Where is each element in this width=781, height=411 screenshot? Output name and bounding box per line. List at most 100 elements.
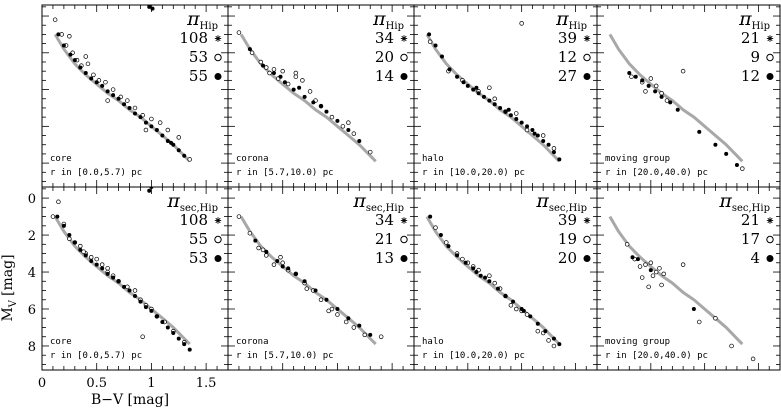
open-star-point xyxy=(653,83,659,89)
open-star-point xyxy=(519,21,524,26)
open-star-point xyxy=(487,273,492,278)
open-star-point xyxy=(653,269,659,275)
open-star-point xyxy=(329,114,335,120)
filled-star-point xyxy=(261,63,266,68)
filled-star-point xyxy=(478,273,483,278)
y-tick-label: 2 xyxy=(28,229,36,244)
open-star-point xyxy=(367,149,373,155)
y-tick-label: 4 xyxy=(28,266,36,281)
legend-filled-circle-icon xyxy=(214,73,222,80)
legend-count-star: 39 xyxy=(558,29,577,47)
filled-star-point xyxy=(713,142,718,147)
legend-count-open: 20 xyxy=(375,48,394,66)
legend-filled-circle-icon xyxy=(583,73,591,80)
panel-frame xyxy=(596,186,781,371)
filled-star-point xyxy=(357,139,362,144)
filled-star-point xyxy=(635,257,640,262)
filled-star-point xyxy=(311,100,316,105)
region-name: moving group xyxy=(605,337,670,347)
filled-star-point xyxy=(530,128,535,133)
legend-star-stroke xyxy=(401,217,407,224)
open-star-point xyxy=(659,282,664,288)
legend-count-open: 19 xyxy=(558,230,577,248)
y-axis-title-sub: V xyxy=(8,299,19,308)
open-star-point xyxy=(524,127,530,133)
filled-star-point xyxy=(476,91,481,96)
legend-pi-subscript: sec,Hip xyxy=(549,203,587,214)
filled-star-point xyxy=(149,124,154,129)
open-star-point xyxy=(326,308,331,314)
legend-parallax-label: πsec,Hip xyxy=(535,190,587,214)
open-star-point xyxy=(551,343,557,349)
legend-open-circle-icon xyxy=(400,53,408,62)
filled-star-point xyxy=(653,89,658,94)
open-star-point xyxy=(280,260,285,266)
filled-star-point xyxy=(127,105,132,110)
open-star-point xyxy=(258,59,264,65)
open-star-point xyxy=(149,116,154,122)
legend-parallax-label: πsec,Hip xyxy=(718,190,770,214)
legend-count-open: 9 xyxy=(750,48,760,66)
legend-filled-circle-icon xyxy=(766,73,774,80)
legend-count-star: 34 xyxy=(375,29,394,47)
open-star-point xyxy=(535,328,541,334)
legend-open-circle-icon xyxy=(214,235,222,244)
open-star-point xyxy=(300,78,305,83)
filled-star-point xyxy=(455,253,460,258)
filled-star-point xyxy=(438,233,443,238)
legend-count-star: 34 xyxy=(375,211,394,229)
filled-star-point xyxy=(122,102,127,107)
filled-star-point xyxy=(105,271,110,276)
open-star-point xyxy=(351,131,357,136)
filled-star-point xyxy=(474,85,479,90)
filled-star-point xyxy=(100,266,105,271)
filled-star-point xyxy=(138,115,143,120)
open-star-point xyxy=(260,247,266,253)
filled-star-point xyxy=(346,316,351,321)
filled-star-point xyxy=(481,94,486,99)
filled-star-point xyxy=(455,74,460,79)
x-axis-title: B−V [mag] xyxy=(91,392,169,408)
open-star-point xyxy=(664,98,670,103)
open-star-point xyxy=(329,306,335,312)
legend-star-stroke xyxy=(584,35,590,42)
filled-star-point xyxy=(551,150,556,155)
open-star-point xyxy=(650,273,656,278)
legend-open-circle-icon xyxy=(583,53,591,62)
filled-star-point xyxy=(427,32,432,37)
open-star-point xyxy=(508,303,514,308)
reference-sequence-curve xyxy=(239,215,377,346)
open-star-point xyxy=(740,166,745,171)
filled-star-point xyxy=(557,157,562,162)
reference-sequence-curve xyxy=(608,33,744,163)
open-star-point xyxy=(91,72,96,78)
open-star-point xyxy=(256,245,261,251)
filled-star-point xyxy=(633,74,638,79)
open-star-point xyxy=(236,214,242,219)
legend-parallax-label: πsec,Hip xyxy=(352,190,404,214)
open-star-point xyxy=(81,249,86,254)
open-star-point xyxy=(492,96,497,102)
filled-star-point xyxy=(487,279,492,284)
filled-star-point xyxy=(508,113,513,118)
region-distance-range: r in [10.0,20.0) pc xyxy=(422,168,525,178)
legend-open-circle-icon xyxy=(214,53,222,62)
filled-star-point xyxy=(463,260,468,265)
open-star-point xyxy=(264,65,269,70)
legend-filled-circle-icon xyxy=(214,255,222,262)
filled-star-point xyxy=(439,54,444,59)
filled-star-point xyxy=(528,314,533,319)
region-name: core xyxy=(50,154,72,164)
filled-star-point xyxy=(474,270,479,275)
region-name: moving group xyxy=(605,154,670,164)
filled-star-point xyxy=(691,307,696,311)
legend-pi-subscript: sec,Hip xyxy=(366,203,404,214)
filled-star-point xyxy=(495,286,500,291)
legend-open-circle-icon xyxy=(766,53,774,62)
filled-star-point xyxy=(271,71,276,76)
filled-star-point xyxy=(182,153,187,158)
legend-pi-subscript: Hip xyxy=(200,21,218,32)
filled-star-point xyxy=(447,67,452,72)
